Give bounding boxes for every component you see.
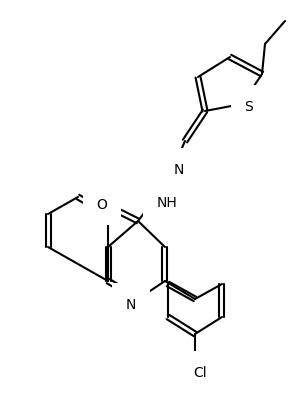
Text: Cl: Cl [193,365,207,379]
Text: S: S [245,100,253,114]
Text: NH: NH [157,196,177,209]
Text: N: N [126,297,136,311]
Text: N: N [174,162,184,177]
Text: O: O [97,198,107,211]
